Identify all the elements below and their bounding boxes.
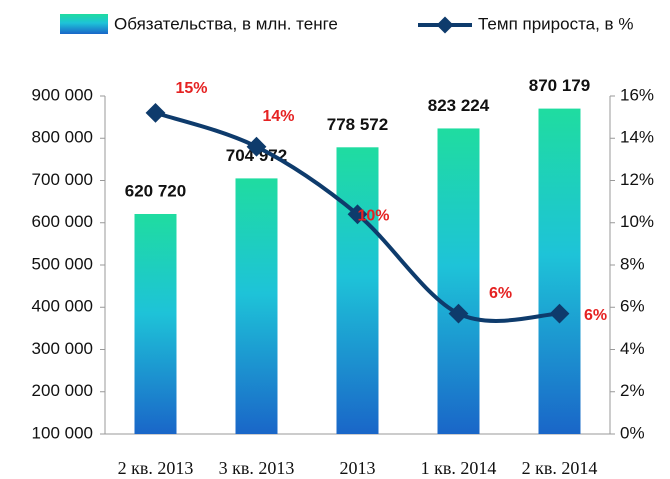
line-value-label: 10% bbox=[357, 208, 389, 225]
y-tick-label: 300 000 bbox=[32, 339, 93, 358]
bar bbox=[235, 178, 278, 434]
line-value-label: 15% bbox=[175, 80, 207, 97]
line-value-label: 14% bbox=[262, 108, 294, 125]
y-tick-label: 200 000 bbox=[32, 381, 93, 400]
y-tick-label: 500 000 bbox=[32, 254, 93, 273]
y-tick-label: 800 000 bbox=[32, 128, 93, 147]
bar-value-label: 823 224 bbox=[428, 96, 490, 115]
y2-tick-label: 0% bbox=[620, 423, 645, 442]
y2-tick-label: 4% bbox=[620, 339, 645, 358]
y-tick-label: 900 000 bbox=[32, 85, 93, 104]
bar bbox=[336, 147, 379, 434]
y-tick-label: 400 000 bbox=[32, 297, 93, 316]
line-value-label: 6% bbox=[584, 307, 607, 324]
y2-tick-label: 10% bbox=[620, 212, 654, 231]
line-marker bbox=[448, 303, 469, 324]
legend-marker bbox=[436, 16, 454, 34]
line-marker bbox=[549, 303, 570, 324]
y-tick-label: 700 000 bbox=[32, 170, 93, 189]
bar bbox=[134, 213, 177, 434]
y-tick-label: 600 000 bbox=[32, 212, 93, 231]
y2-tick-label: 12% bbox=[620, 170, 654, 189]
legend-label: Темп прироста, в % bbox=[478, 14, 633, 33]
y2-tick-label: 16% bbox=[620, 85, 654, 104]
y2-tick-label: 2% bbox=[620, 381, 645, 400]
x-tick-label: 1 кв. 2014 bbox=[421, 458, 497, 478]
line-marker bbox=[347, 204, 368, 225]
bar bbox=[437, 128, 480, 434]
x-tick-label: 3 кв. 2013 bbox=[219, 458, 295, 478]
legend-swatch bbox=[60, 14, 108, 34]
line-value-label: 6% bbox=[489, 285, 512, 302]
bar-value-label: 620 720 bbox=[125, 181, 186, 200]
bar bbox=[538, 108, 581, 435]
x-tick-label: 2013 bbox=[340, 458, 376, 478]
line-marker bbox=[246, 136, 267, 157]
y2-tick-label: 8% bbox=[620, 254, 645, 273]
y2-tick-label: 6% bbox=[620, 297, 645, 316]
bar-value-label: 778 572 bbox=[327, 115, 388, 134]
y2-tick-label: 14% bbox=[620, 128, 654, 147]
y-tick-label: 100 000 bbox=[32, 423, 93, 442]
legend-label: Обязательства, в млн. тенге bbox=[114, 14, 338, 33]
x-tick-label: 2 кв. 2013 bbox=[118, 458, 194, 478]
legend: Обязательства, в млн. тенге Темп прирост… bbox=[60, 14, 633, 34]
x-tick-label: 2 кв. 2014 bbox=[522, 458, 598, 478]
line-marker bbox=[145, 103, 166, 123]
bar-value-label: 870 179 bbox=[529, 76, 590, 95]
